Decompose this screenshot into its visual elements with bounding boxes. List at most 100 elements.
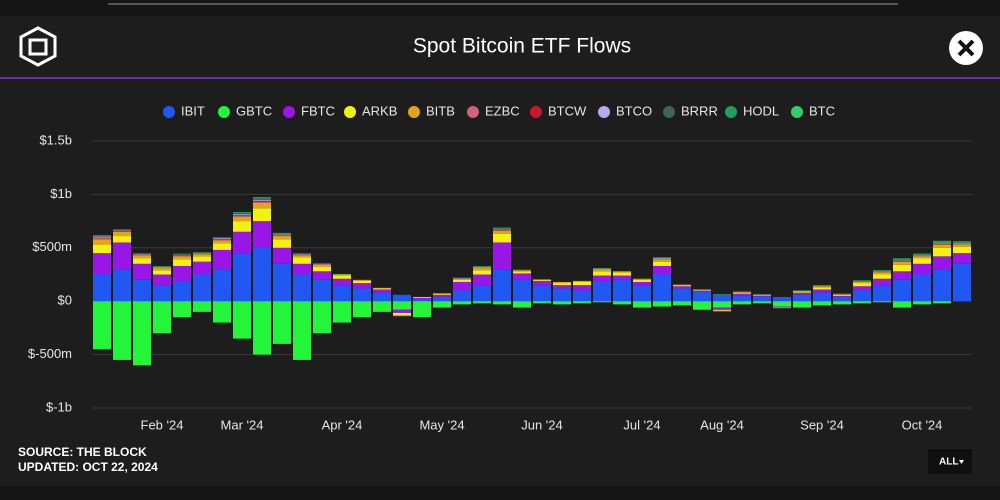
bar-segment (613, 271, 631, 273)
range-button-label: ALL (939, 457, 958, 468)
bar-segment (193, 256, 211, 262)
bar-segment (93, 235, 111, 237)
bar-segment (733, 292, 751, 293)
x-tick-label: Aug '24 (700, 417, 744, 432)
bar-segment (773, 297, 791, 302)
bar-segment (693, 289, 711, 290)
legend-label: IBIT (181, 103, 205, 118)
bar-segment (373, 289, 391, 293)
bar-segment (933, 243, 951, 245)
bar-segment (733, 301, 751, 305)
bar-segment (413, 297, 431, 298)
legend-swatch (283, 106, 295, 118)
bar-segment (493, 301, 511, 305)
range-button[interactable]: ALL (928, 449, 972, 474)
bar-segment (553, 285, 571, 289)
bar-segment (493, 227, 511, 229)
plot-area: $-1b $-500m $0 $500m $1b $1.5b Feb '24 Mar '24 A… (28, 132, 972, 432)
bar-segment (313, 263, 331, 264)
bar-segment (313, 264, 331, 265)
bar-segment (453, 277, 471, 279)
bar-segment (653, 257, 671, 259)
bar-segment (473, 268, 491, 271)
bar-segment (333, 273, 351, 275)
bar-segment (453, 281, 471, 291)
legend-label: EZBC (485, 103, 520, 118)
bar-segment (893, 260, 911, 262)
bar-segment (93, 234, 111, 236)
x-tick-label: Sep '24 (800, 417, 844, 432)
bar-segment (953, 246, 971, 254)
legend-swatch (218, 106, 230, 118)
bar-segment (173, 256, 191, 260)
bar-segment (293, 254, 311, 256)
bar-segment (773, 306, 791, 308)
bar-segment (793, 290, 811, 292)
bar-segment (853, 301, 871, 304)
bar-segment (673, 286, 691, 289)
bar-segment (653, 259, 671, 262)
bar-segment (173, 301, 191, 318)
bar-segment (753, 301, 771, 304)
bar-segment (913, 274, 931, 302)
x-tick-label: Mar '24 (221, 417, 264, 432)
bar-segment (573, 280, 591, 282)
close-button[interactable] (949, 31, 983, 65)
bar-segment (253, 197, 271, 199)
bar-segment (653, 265, 671, 275)
bar-segment (273, 234, 291, 235)
bar-segment (353, 279, 371, 281)
bar-segment (873, 278, 891, 286)
bar-segment (473, 285, 491, 302)
bar-segment (413, 297, 431, 300)
bar-segment (273, 301, 291, 344)
y-tick-label: $1.5b (39, 132, 72, 147)
source-note: SOURCE: THE BLOCK (18, 445, 147, 459)
bar-segment (533, 280, 551, 286)
bar-segment (833, 295, 851, 297)
bar-segment (173, 281, 191, 302)
bar-segment (533, 279, 551, 281)
bar-segment (433, 293, 451, 295)
bar-segment (113, 242, 131, 270)
bar-segment (513, 301, 531, 308)
bar-segment (593, 268, 611, 270)
bar-segment (233, 221, 251, 232)
bar-segment (913, 254, 931, 256)
bar-segment (253, 199, 271, 201)
bar-segment (333, 285, 351, 302)
bar-segment (133, 254, 151, 255)
bar-segment (293, 257, 311, 264)
bar-segment (753, 295, 771, 297)
legend-label: BITB (426, 103, 455, 118)
bar-segment (233, 231, 251, 254)
bar-segment (613, 272, 631, 276)
bar-segment (213, 269, 231, 302)
legend-swatch (725, 106, 737, 118)
bar-segment (433, 301, 451, 308)
bar-segment (813, 286, 831, 288)
bar-segment (533, 279, 551, 280)
bar-segment (893, 301, 911, 308)
bar-segment (133, 253, 151, 255)
bar-segment (493, 229, 511, 231)
bar-segment (613, 279, 631, 302)
bar-segment (553, 281, 571, 284)
bar-segment (113, 231, 131, 232)
bar-segment (513, 273, 531, 280)
legend-swatch (663, 106, 675, 118)
bar-segment (193, 252, 211, 253)
bar-segment (633, 301, 651, 308)
bar-segment (473, 270, 491, 275)
y-tick-label: $1b (50, 186, 72, 201)
bar-segment (893, 258, 911, 260)
bar-segment (873, 270, 891, 271)
bar-segment (153, 301, 171, 334)
bar-segment (653, 257, 671, 258)
bar-segment (493, 233, 511, 243)
bar-segment (813, 287, 831, 290)
bar-segment (893, 264, 911, 272)
bar-segment (393, 294, 411, 302)
bar-segment (253, 201, 271, 203)
bar-segment (273, 235, 291, 237)
